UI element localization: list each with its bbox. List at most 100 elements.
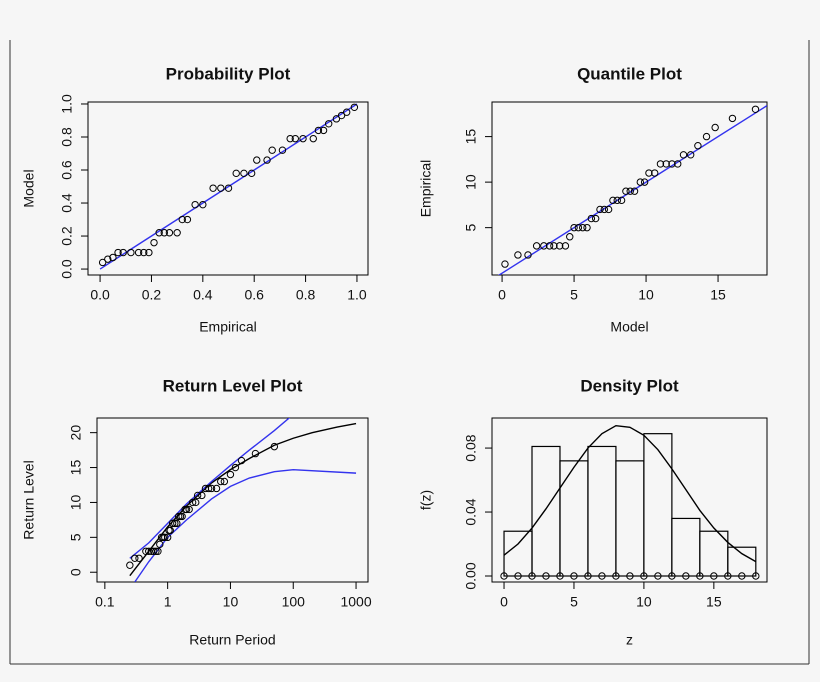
- x-axis-label: z: [626, 632, 633, 648]
- plot-area: [503, 424, 757, 577]
- point: [217, 477, 225, 486]
- point: [165, 229, 174, 237]
- point: [161, 533, 169, 542]
- point: [668, 160, 676, 168]
- histogram-bar: [727, 546, 757, 577]
- point: [104, 255, 112, 263]
- point: [217, 184, 225, 192]
- line: [129, 418, 291, 559]
- point: [550, 242, 558, 250]
- point: [600, 205, 609, 214]
- point: [168, 519, 177, 528]
- point: [702, 132, 711, 141]
- x-tick-label: 0.1: [95, 594, 115, 610]
- histogram-bar: [643, 433, 673, 577]
- point: [209, 184, 217, 192]
- y-tick-label: 1.0: [59, 94, 75, 114]
- x-axis-label: Model: [610, 319, 648, 335]
- point: [626, 572, 634, 580]
- x-tick-label: 10: [638, 287, 654, 303]
- x-axis-label: Return Period: [189, 632, 275, 648]
- point: [134, 248, 143, 257]
- point: [191, 200, 199, 209]
- point: [574, 223, 583, 232]
- panel: Quantile Plot Model Empirical 0 5 10 15 5 10 15: [418, 64, 768, 335]
- point: [570, 572, 578, 580]
- point: [183, 215, 192, 224]
- x-tick-label: 15: [706, 594, 722, 610]
- x-tick-label: 0.0: [90, 287, 110, 303]
- point: [591, 214, 600, 223]
- point: [314, 126, 323, 135]
- point: [142, 547, 150, 555]
- histogram-bar: [615, 460, 645, 577]
- point: [674, 160, 682, 168]
- x-tick-label: 0: [500, 594, 508, 610]
- point: [224, 184, 233, 192]
- y-tick-label: 0.0: [59, 259, 75, 279]
- point: [119, 248, 127, 257]
- point: [640, 178, 649, 186]
- point: [114, 248, 122, 257]
- point: [645, 169, 653, 177]
- histogram-bar: [671, 517, 701, 577]
- point: [711, 123, 719, 132]
- point: [166, 526, 174, 535]
- point: [686, 151, 695, 159]
- point: [570, 223, 578, 232]
- y-tick-label: 10: [68, 494, 84, 510]
- point: [556, 572, 564, 580]
- point: [545, 242, 554, 250]
- point: [542, 572, 550, 580]
- point: [728, 114, 737, 123]
- point: [694, 142, 702, 150]
- y-tick-label: 0.08: [463, 434, 479, 461]
- point: [135, 554, 143, 562]
- point: [127, 248, 135, 257]
- point: [160, 229, 168, 237]
- point: [231, 463, 240, 472]
- x-tick-label: 0: [498, 287, 506, 303]
- point: [193, 491, 202, 500]
- y-tick-label: 15: [68, 460, 84, 476]
- x-tick-label: 5: [570, 287, 578, 303]
- point: [596, 205, 604, 214]
- line: [503, 424, 757, 563]
- point: [150, 238, 158, 247]
- x-tick-label: 1.0: [347, 287, 367, 303]
- point: [342, 108, 351, 116]
- point: [587, 214, 596, 223]
- point: [220, 477, 229, 486]
- line: [497, 105, 767, 275]
- point: [152, 547, 160, 555]
- x-tick-label: 10: [636, 594, 652, 610]
- point: [612, 572, 620, 580]
- point: [192, 498, 200, 507]
- panel: Probability Plot Empirical Model 0.0 0.2 0.4 0…: [21, 64, 369, 335]
- point: [291, 134, 300, 143]
- point: [237, 456, 246, 465]
- point: [178, 512, 186, 521]
- point: [263, 156, 271, 164]
- point: [286, 134, 294, 143]
- point: [309, 134, 317, 143]
- plot-box: [491, 101, 768, 276]
- point: [598, 572, 606, 580]
- point: [710, 572, 718, 580]
- point: [636, 178, 644, 186]
- y-tick-label: 0.2: [59, 226, 75, 246]
- y-tick-label: 5: [68, 533, 84, 541]
- y-tick-label: 0.8: [59, 127, 75, 147]
- point: [696, 572, 704, 580]
- point: [178, 215, 186, 224]
- point: [251, 449, 260, 458]
- x-tick-label: 0.6: [244, 287, 264, 303]
- point: [247, 169, 256, 178]
- panel-title: Probability Plot: [166, 64, 291, 83]
- x-tick-label: 15: [710, 287, 726, 303]
- point: [126, 561, 134, 569]
- point: [198, 491, 206, 500]
- histogram-bar: [587, 445, 617, 577]
- point: [332, 115, 341, 123]
